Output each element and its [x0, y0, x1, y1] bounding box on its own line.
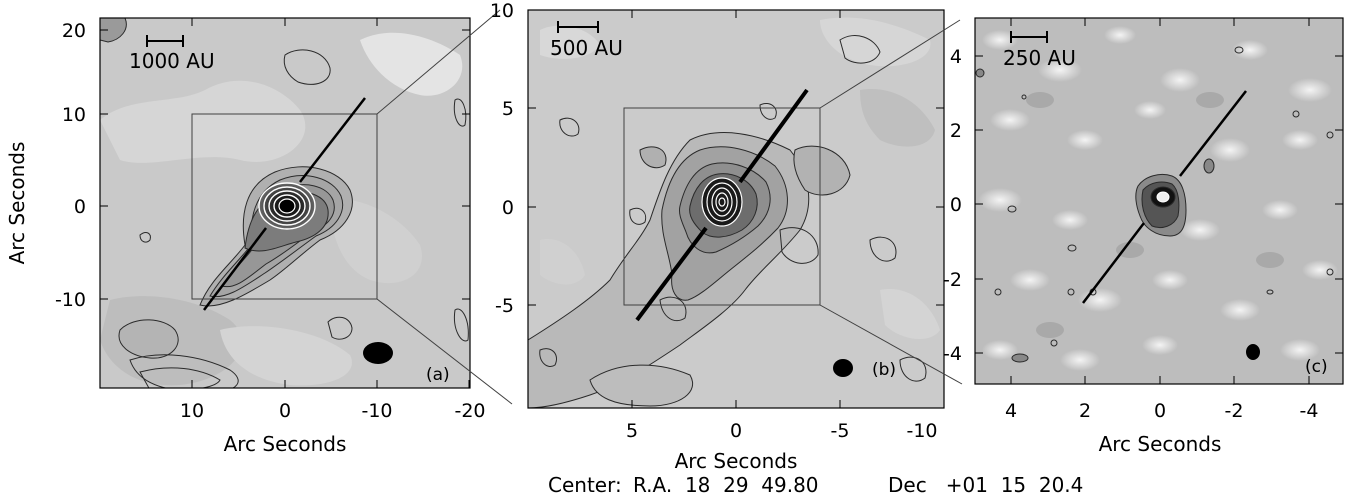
panel-a-ylabel: Arc Seconds [5, 142, 29, 265]
panel-a-ytick-10: 10 [62, 104, 86, 126]
panel-b-inset-box [623, 107, 821, 306]
panel-b-emission [528, 17, 940, 408]
panel-b-ytick-10: 10 [490, 0, 514, 22]
center-prefix: Center: [548, 473, 622, 497]
panel-a-tag: (a) [426, 365, 450, 385]
panel-a-xtick-m10: -10 [361, 400, 392, 422]
panel-b-outflow-axis [635, 226, 708, 322]
center-ra: R.A. 18 29 49.80 [633, 473, 819, 497]
panel-a-xtick-10: 10 [180, 400, 204, 422]
panel-b: 500 AU (b) 10 5 0 -5 5 0 -5 -10 Arc Seco… [490, 0, 945, 473]
panel-c-ytick-4: 4 [950, 46, 962, 68]
panel-c-scale-label: 250 AU [1003, 46, 1076, 70]
zoom-connectors-b-c [819, 19, 963, 385]
panel-b-ytick-5: 5 [502, 98, 514, 120]
panel-a-ticks [100, 18, 470, 388]
panel-a-emission [100, 18, 469, 388]
panel-b-beam [833, 359, 853, 377]
panel-b-ticks [528, 10, 944, 408]
panel-a-scale-label: 1000 AU [129, 49, 215, 73]
panel-c-noise [975, 26, 1338, 371]
panel-b-scale-label: 500 AU [550, 36, 623, 60]
panel-a-outflow-axis-upper [299, 97, 366, 183]
panel-c-ytick-2: 2 [950, 120, 962, 142]
panel-c-scale-bar: 250 AU [1003, 31, 1076, 70]
panel-c-xtick-0: 0 [1154, 400, 1166, 422]
panel-c-ytick-0: 0 [950, 194, 962, 216]
panel-a-ytick-20: 20 [62, 20, 86, 42]
panel-c-beam [1246, 344, 1260, 360]
panel-b-xtick-0: 0 [730, 420, 742, 442]
center-coordinates: Center: R.A. 18 29 49.80 Dec +01 15 20.4 [548, 473, 1083, 497]
panel-c-outflow-axis [1082, 222, 1145, 304]
panel-b-ytick-0: 0 [502, 197, 514, 219]
panel-a: 1000 AU (a) 20 10 0 -10 10 0 -10 -20 Arc… [5, 17, 486, 456]
panel-a-beam [363, 342, 393, 364]
center-dec: Dec +01 15 20.4 [888, 473, 1083, 497]
panel-b-xtick-m5: -5 [831, 420, 850, 442]
panel-b-tag: (b) [872, 360, 896, 380]
panel-a-ytick-0: 0 [74, 196, 86, 218]
panel-b-ytick-m5: -5 [495, 295, 514, 317]
panel-a-inset-box [191, 113, 378, 300]
panel-b-xlabel: Arc Seconds [675, 449, 798, 473]
panel-a-xtick-m20: -20 [454, 400, 485, 422]
panel-a-ytick-m10: -10 [55, 289, 86, 311]
panel-a-scale-bar: 1000 AU [129, 35, 215, 73]
zoom-connectors-a-b [376, 9, 513, 405]
panel-c-outflow-axis-upper [1179, 90, 1247, 177]
panel-a-xlabel: Arc Seconds [224, 432, 347, 456]
panel-c-xtick-m4: -4 [1300, 400, 1319, 422]
panel-c-tag: (c) [1305, 357, 1328, 377]
panel-c-ytick-m2: -2 [943, 269, 962, 291]
panel-a-outflow-axis [203, 227, 267, 311]
panel-c-ytick-m4: -4 [943, 343, 962, 365]
panel-b-xtick-m10: -10 [906, 420, 937, 442]
panel-c-xtick-2: 2 [1079, 400, 1091, 422]
panel-c-xtick-m2: -2 [1225, 400, 1244, 422]
panel-b-xtick-5: 5 [626, 420, 638, 442]
panel-c-xlabel: Arc Seconds [1099, 432, 1222, 456]
panel-a-xtick-0: 0 [279, 400, 291, 422]
panel-c-xtick-4: 4 [1005, 400, 1017, 422]
panel-b-outflow-axis-upper [738, 88, 809, 184]
panel-c: 250 AU (c) 4 2 0 -2 -4 4 2 0 -2 -4 Arc S… [943, 17, 1344, 456]
panel-c-ticks [975, 18, 1343, 384]
panel-b-scale-bar: 500 AU [550, 21, 623, 60]
